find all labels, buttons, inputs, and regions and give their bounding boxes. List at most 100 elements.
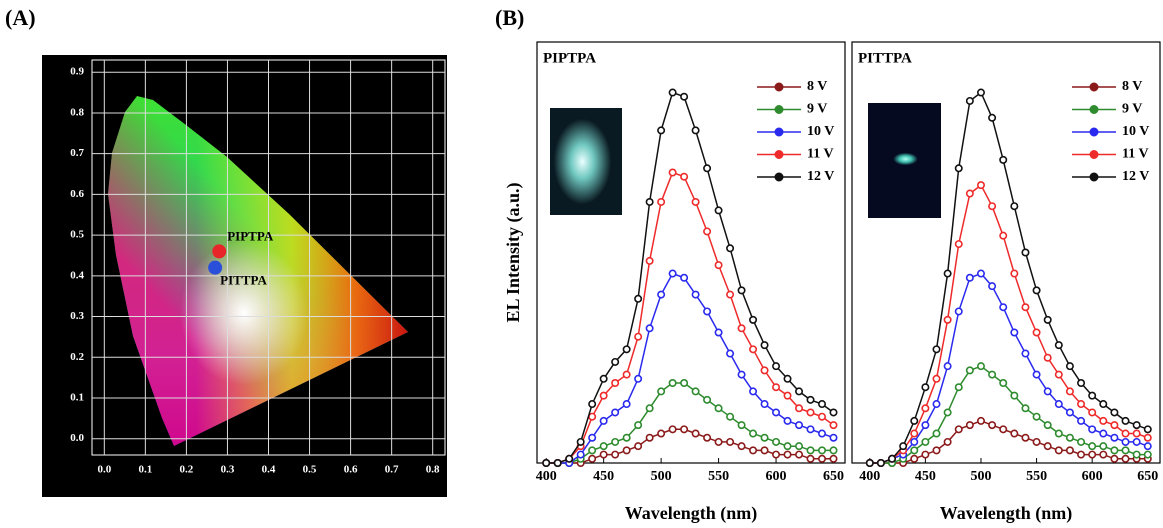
data-point <box>611 357 620 366</box>
x-tick-label: 450 <box>915 469 936 484</box>
data-point <box>888 454 897 463</box>
data-point <box>999 379 1008 388</box>
data-point <box>726 244 735 253</box>
data-point <box>668 425 677 434</box>
chart-title: PITTPA <box>858 50 912 66</box>
x-tick-label: 0.7 <box>385 464 399 476</box>
data-point <box>657 290 666 299</box>
data-point <box>932 374 941 383</box>
data-point <box>772 437 781 446</box>
x-tick-label: 0.8 <box>426 464 440 476</box>
data-point <box>703 227 712 236</box>
data-point <box>599 442 608 451</box>
data-point <box>1132 437 1141 446</box>
plot-frame <box>536 41 846 464</box>
data-point <box>208 260 223 275</box>
series-line <box>546 272 834 464</box>
data-point <box>1065 387 1074 396</box>
legend-marker <box>1089 105 1099 114</box>
x-axis-label: Wavelength (nm) <box>940 503 1073 524</box>
x-tick-label: 0.0 <box>97 464 111 476</box>
x-tick-label: 500 <box>651 469 672 484</box>
data-point <box>703 395 712 404</box>
data-point <box>1088 450 1097 459</box>
data-point <box>726 412 735 421</box>
data-point <box>576 450 585 459</box>
data-point <box>1132 421 1141 430</box>
data-point <box>1110 446 1119 455</box>
data-point <box>1088 408 1097 417</box>
data-point <box>921 383 930 392</box>
data-point <box>1077 400 1086 409</box>
point-label: PIPTPA <box>227 228 274 243</box>
data-point <box>542 458 551 467</box>
legend-label: 12 V <box>807 169 834 184</box>
x-tick-label: 600 <box>1082 469 1103 484</box>
data-point <box>1088 442 1097 451</box>
data-point <box>910 446 919 455</box>
data-point <box>976 269 985 278</box>
y-tick-label: 0.0 <box>70 432 84 444</box>
data-point <box>943 408 952 417</box>
data-point <box>1088 391 1097 400</box>
data-point <box>749 446 758 455</box>
legend-label: 11 V <box>807 147 834 162</box>
data-point <box>954 383 963 392</box>
data-point <box>988 282 997 291</box>
legend-label: 12 V <box>1122 169 1149 184</box>
data-point <box>1032 437 1041 446</box>
data-point <box>1110 454 1119 463</box>
data-point <box>622 345 631 354</box>
data-point <box>954 240 963 249</box>
data-point <box>1110 433 1119 442</box>
data-point <box>680 379 689 388</box>
data-point <box>680 172 689 181</box>
data-point <box>1010 269 1019 278</box>
data-point <box>1077 416 1086 425</box>
data-point <box>954 425 963 434</box>
data-point <box>760 400 769 409</box>
data-point <box>657 126 666 135</box>
data-point <box>1143 442 1152 451</box>
data-point <box>976 362 985 371</box>
x-tick-label: 650 <box>823 469 844 484</box>
data-point <box>954 164 963 173</box>
data-point <box>634 332 643 341</box>
data-point <box>1065 362 1074 371</box>
data-point <box>988 370 997 379</box>
x-tick-label: 400 <box>536 469 557 484</box>
data-point <box>680 92 689 101</box>
data-point <box>565 454 574 463</box>
data-point <box>668 168 677 177</box>
data-point <box>932 429 941 438</box>
y-tick-label: 0.5 <box>70 229 84 241</box>
data-point <box>680 273 689 282</box>
data-point <box>599 416 608 425</box>
data-point <box>588 400 597 409</box>
y-tick-label: 0.9 <box>70 66 84 78</box>
x-tick-label: 500 <box>970 469 991 484</box>
data-point <box>806 446 815 455</box>
data-point <box>588 446 597 455</box>
x-tick-label: 0.3 <box>221 464 235 476</box>
data-point <box>714 261 723 270</box>
data-point <box>588 412 597 421</box>
data-point <box>1143 450 1152 459</box>
legend-marker <box>774 105 784 114</box>
data-point <box>691 126 700 135</box>
data-point <box>611 379 620 388</box>
data-point <box>714 404 723 413</box>
data-point <box>1043 387 1052 396</box>
data-point <box>772 362 781 371</box>
data-point <box>910 429 919 438</box>
data-point <box>657 197 666 206</box>
data-point <box>680 425 689 434</box>
y-tick-label: 0.3 <box>70 310 84 322</box>
data-point <box>1132 450 1141 459</box>
data-point <box>829 454 838 463</box>
data-point <box>1010 391 1019 400</box>
legend-marker <box>1089 82 1099 92</box>
x-tick-label: 0.2 <box>180 464 194 476</box>
data-point <box>691 387 700 396</box>
